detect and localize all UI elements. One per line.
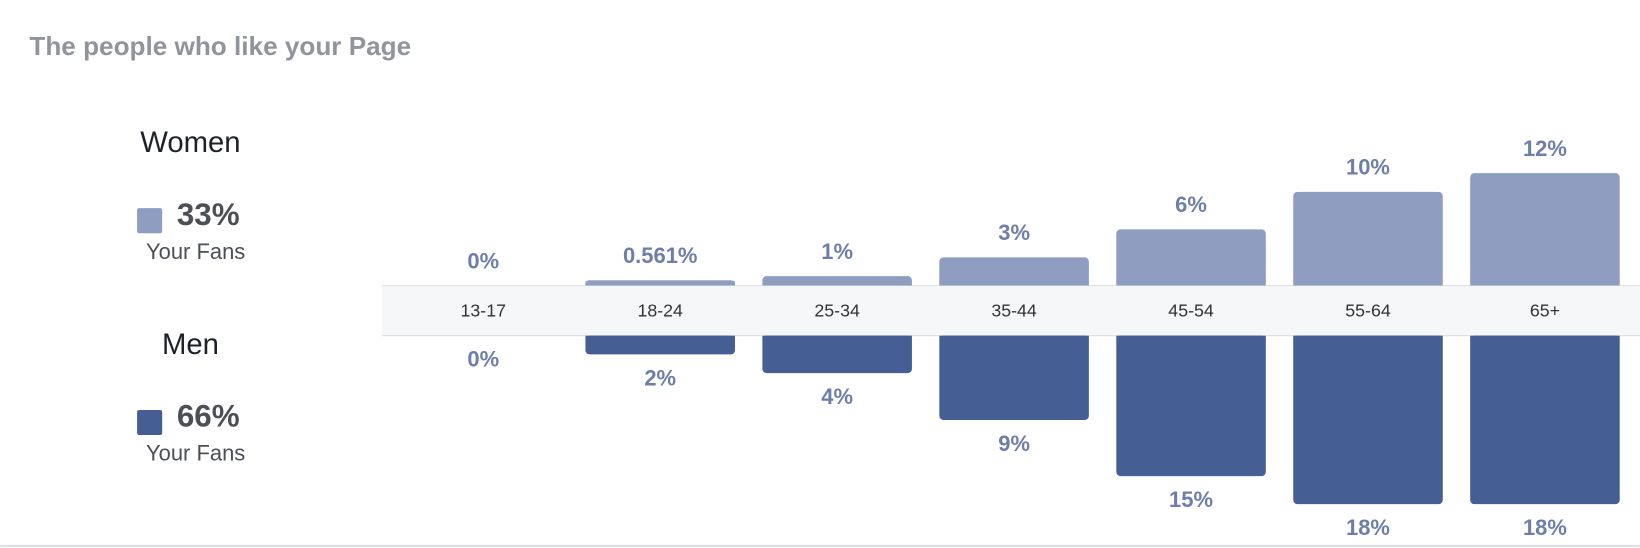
value-label: 2% [644, 365, 676, 390]
bar-cap [1116, 281, 1266, 286]
cat: 65+ [1530, 300, 1560, 320]
value-label: 18% [1523, 515, 1567, 540]
bar-cap [1293, 335, 1443, 340]
legend-swatch [137, 208, 163, 234]
value-label: 9% [998, 431, 1030, 456]
value-label: 1% [821, 239, 853, 264]
bar [1116, 229, 1266, 286]
value-label: 3% [998, 220, 1030, 245]
bar-cap [939, 281, 1089, 286]
value-label: 15% [1169, 487, 1213, 512]
legend-caption: Your Fans [146, 441, 245, 466]
cat: 18-24 [637, 300, 683, 320]
legend-swatch [137, 409, 163, 436]
bar [762, 335, 912, 374]
bar-cap [1470, 281, 1620, 286]
chart-title: The people who like your Page [29, 31, 411, 61]
value-label: 0% [467, 248, 499, 273]
bar-cap [1116, 335, 1266, 340]
cat: 55-64 [1345, 300, 1391, 320]
legend-caption: Your Fans [146, 239, 245, 264]
legend-share: 66% [177, 399, 240, 434]
cat: 13-17 [461, 300, 506, 320]
bar [939, 335, 1089, 420]
bar-cap [1293, 281, 1443, 286]
value-label: 18% [1346, 515, 1390, 540]
legend-name: Men [162, 328, 219, 361]
bar-cap [585, 281, 735, 286]
bar-cap [939, 335, 1089, 340]
bar [1116, 335, 1266, 477]
cat: 25-34 [814, 300, 860, 320]
cat: 35-44 [991, 300, 1037, 320]
value-label: 4% [821, 384, 853, 409]
value-label: 0% [467, 347, 499, 372]
bar [585, 335, 735, 355]
bar-cap [585, 335, 735, 340]
bar-cap [1470, 335, 1620, 340]
value-label: 0.561% [623, 243, 697, 268]
value-label: 12% [1523, 136, 1567, 161]
bar [1470, 173, 1620, 286]
bar-cap [762, 281, 912, 286]
value-label: 10% [1346, 155, 1390, 180]
legend-share: 33% [177, 197, 240, 232]
legend-name: Women [140, 126, 240, 159]
cat: 45-54 [1168, 300, 1214, 320]
bar [1470, 335, 1620, 505]
category-strip [381, 285, 1640, 336]
value-label: 6% [1175, 192, 1207, 217]
bar [939, 257, 1089, 286]
bar [1293, 335, 1443, 505]
bar-cap [762, 335, 912, 340]
bar [1293, 191, 1443, 286]
